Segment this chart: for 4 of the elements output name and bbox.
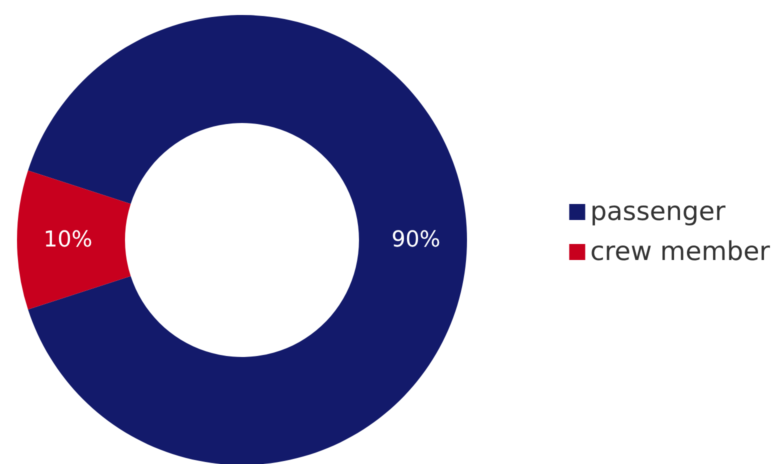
legend-label: crew member xyxy=(590,237,770,267)
data-label: 10% xyxy=(44,228,92,252)
data-label: 90% xyxy=(392,228,440,252)
legend-label: passenger xyxy=(590,197,726,227)
